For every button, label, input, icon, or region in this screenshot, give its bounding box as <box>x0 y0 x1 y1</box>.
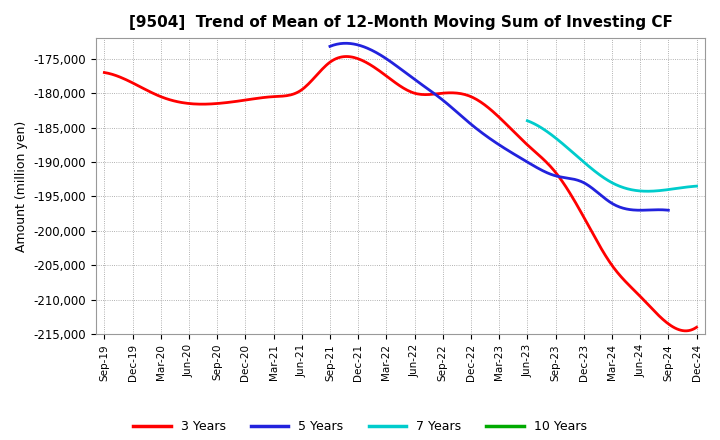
Y-axis label: Amount (million yen): Amount (million yen) <box>15 121 28 252</box>
Legend: 3 Years, 5 Years, 7 Years, 10 Years: 3 Years, 5 Years, 7 Years, 10 Years <box>128 415 592 438</box>
Title: [9504]  Trend of Mean of 12-Month Moving Sum of Investing CF: [9504] Trend of Mean of 12-Month Moving … <box>128 15 672 30</box>
